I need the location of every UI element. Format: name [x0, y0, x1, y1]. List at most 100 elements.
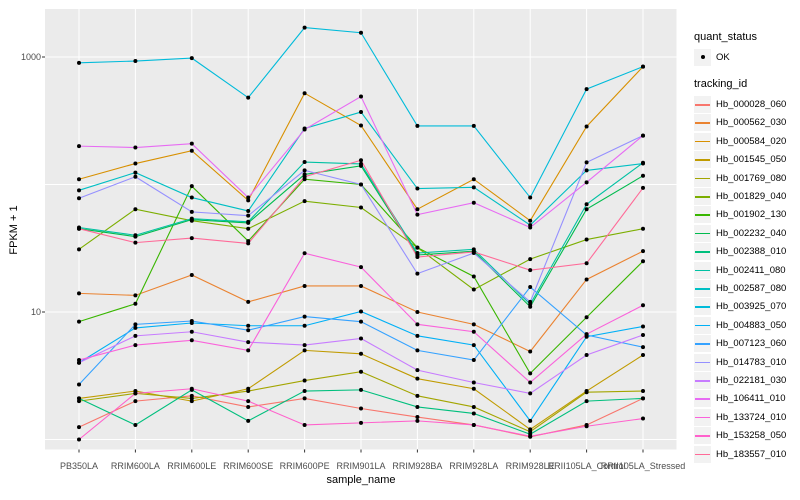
legend-item-label: Hb_000562_030 [716, 117, 787, 129]
x-tick-label: RRIM600LA [110, 461, 160, 471]
data-point [641, 416, 645, 421]
data-point [359, 123, 363, 128]
data-point [415, 415, 420, 420]
data-point [415, 404, 420, 409]
data-point [584, 261, 589, 266]
data-point [189, 338, 194, 343]
data-point [246, 198, 251, 203]
legend-line-icon [695, 214, 710, 217]
legend-item: Hb_001829_040 [694, 187, 798, 206]
legend-line-icon [695, 398, 710, 400]
data-point [302, 160, 307, 165]
data-point [471, 185, 476, 190]
data-point [528, 434, 533, 439]
legend-key-swatch [694, 390, 711, 408]
legend-key-swatch [694, 188, 711, 206]
legend-line-icon [695, 416, 710, 419]
legend-line-icon [695, 232, 710, 235]
data-point [584, 315, 589, 320]
data-point [302, 323, 307, 328]
data-point [302, 251, 307, 256]
legend-item: Hb_000584_020 [694, 132, 798, 150]
data-point [359, 319, 363, 324]
legend-line-icon [695, 177, 710, 180]
data-point [471, 422, 476, 427]
data-point [415, 123, 420, 128]
legend-line-icon [695, 122, 710, 125]
legend-item: Hb_004883_050 [694, 316, 798, 334]
x-tick-label: PB350LA [59, 461, 99, 471]
legend-item-label: Hb_001769_080 [716, 172, 787, 184]
data-point [415, 418, 420, 423]
data-point [641, 64, 645, 69]
legend-line-icon [695, 361, 710, 364]
data-point [133, 161, 138, 166]
data-point [246, 226, 251, 231]
data-point [641, 389, 645, 394]
legend-line-icon [695, 453, 710, 456]
data-point [359, 420, 363, 425]
legend-item-label: Hb_014783_010 [716, 356, 787, 368]
legend-key-swatch [694, 408, 711, 426]
data-point [584, 207, 589, 212]
axis-ticks [42, 56, 644, 453]
data-point [528, 225, 533, 230]
legend-item-label: Hb_003925_070 [716, 301, 787, 313]
data-point [133, 422, 138, 427]
data-point [471, 177, 476, 182]
data-point [189, 329, 194, 334]
data-point [133, 399, 138, 404]
data-point [584, 168, 589, 173]
legend-item: Hb_106411_010 [694, 390, 798, 408]
legend-key-swatch [694, 335, 711, 353]
legend-item-label: Hb_133724_010 [716, 411, 787, 423]
x-tick-label: RRIM928LE [505, 461, 555, 471]
data-point [584, 399, 589, 404]
data-point [133, 59, 138, 64]
data-point [584, 180, 589, 185]
data-point [133, 240, 138, 245]
legend-item-label: OK [716, 51, 730, 63]
data-point [302, 396, 307, 401]
legend-line-icon [695, 251, 710, 253]
legend-item: Hb_002232_040 [694, 224, 798, 242]
data-point [133, 343, 138, 348]
legend-line-icon [695, 324, 710, 327]
legend-item: Hb_000028_060 [694, 95, 798, 114]
legend-line-icon [695, 435, 710, 437]
data-point [359, 94, 363, 99]
data-point [359, 182, 363, 187]
data-point [302, 91, 307, 96]
data-point [415, 271, 420, 276]
legend-item-label: Hb_004883_050 [716, 319, 787, 331]
data-point [77, 425, 81, 430]
data-point [246, 418, 251, 423]
legend-item: Hb_183557_010 [694, 445, 798, 463]
data-point [302, 199, 307, 204]
data-point [359, 205, 363, 210]
legend-key-swatch [694, 298, 711, 316]
data-point [471, 274, 476, 279]
data-point [471, 386, 476, 391]
data-point [246, 323, 251, 328]
legend-line-icon [695, 379, 710, 382]
legend-item-label: Hb_001545_050 [716, 154, 787, 166]
data-point [471, 249, 476, 254]
legend-item-label: Hb_001829_040 [716, 191, 787, 203]
legend-item-label: Hb_106411_010 [716, 393, 786, 405]
legend-item: Hb_002388_010 [694, 243, 798, 261]
legend: quant_status OK tracking_id Hb_000028_06… [694, 31, 798, 475]
data-point [528, 349, 533, 354]
legend-line-icon [695, 287, 710, 290]
legend-items-tracking-id: Hb_000028_060 Hb_000562_030 Hb_000584_020 H… [694, 95, 798, 463]
legend-key-swatch [694, 316, 711, 334]
data-point [189, 386, 194, 391]
data-point [528, 285, 533, 290]
legend-item-label: Hb_002388_010 [716, 246, 787, 258]
data-point [302, 378, 307, 383]
legend-item: Hb_133724_010 [694, 408, 798, 426]
data-point [246, 389, 251, 394]
data-point [133, 174, 138, 179]
